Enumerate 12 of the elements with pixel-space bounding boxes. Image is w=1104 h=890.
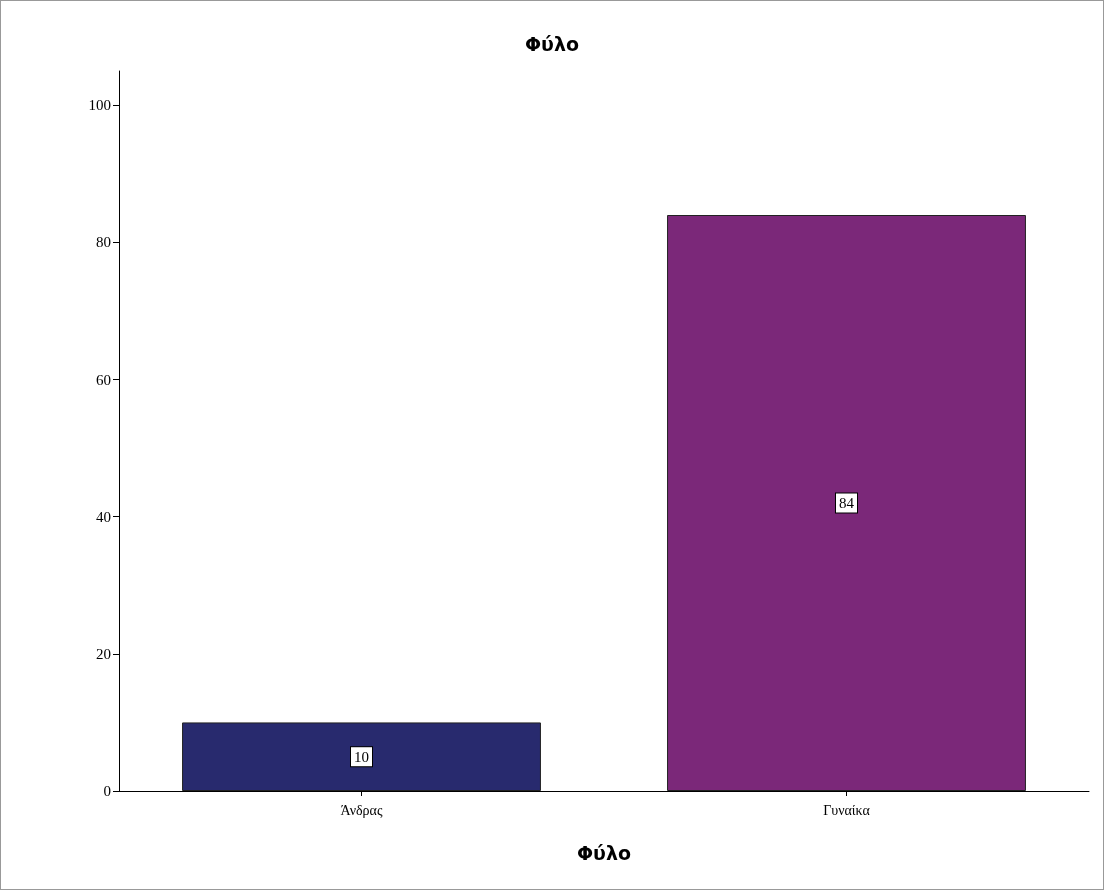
data-label: 10 (354, 748, 369, 765)
y-tick-label: 20 (96, 645, 111, 662)
chart-title: Φύλο (524, 32, 580, 55)
x-tick-label: Γυναίκα (823, 802, 871, 818)
y-tick-label: 40 (96, 508, 111, 525)
x-tick-label: Άνδρας (340, 802, 383, 818)
x-axis-title: Φύλο (576, 841, 632, 864)
y-tick-label: 80 (96, 234, 111, 251)
y-tick-label: 60 (96, 371, 111, 388)
y-tick-label: 100 (88, 97, 111, 114)
data-label: 84 (839, 495, 855, 511)
y-tick-label: 0 (103, 783, 111, 799)
